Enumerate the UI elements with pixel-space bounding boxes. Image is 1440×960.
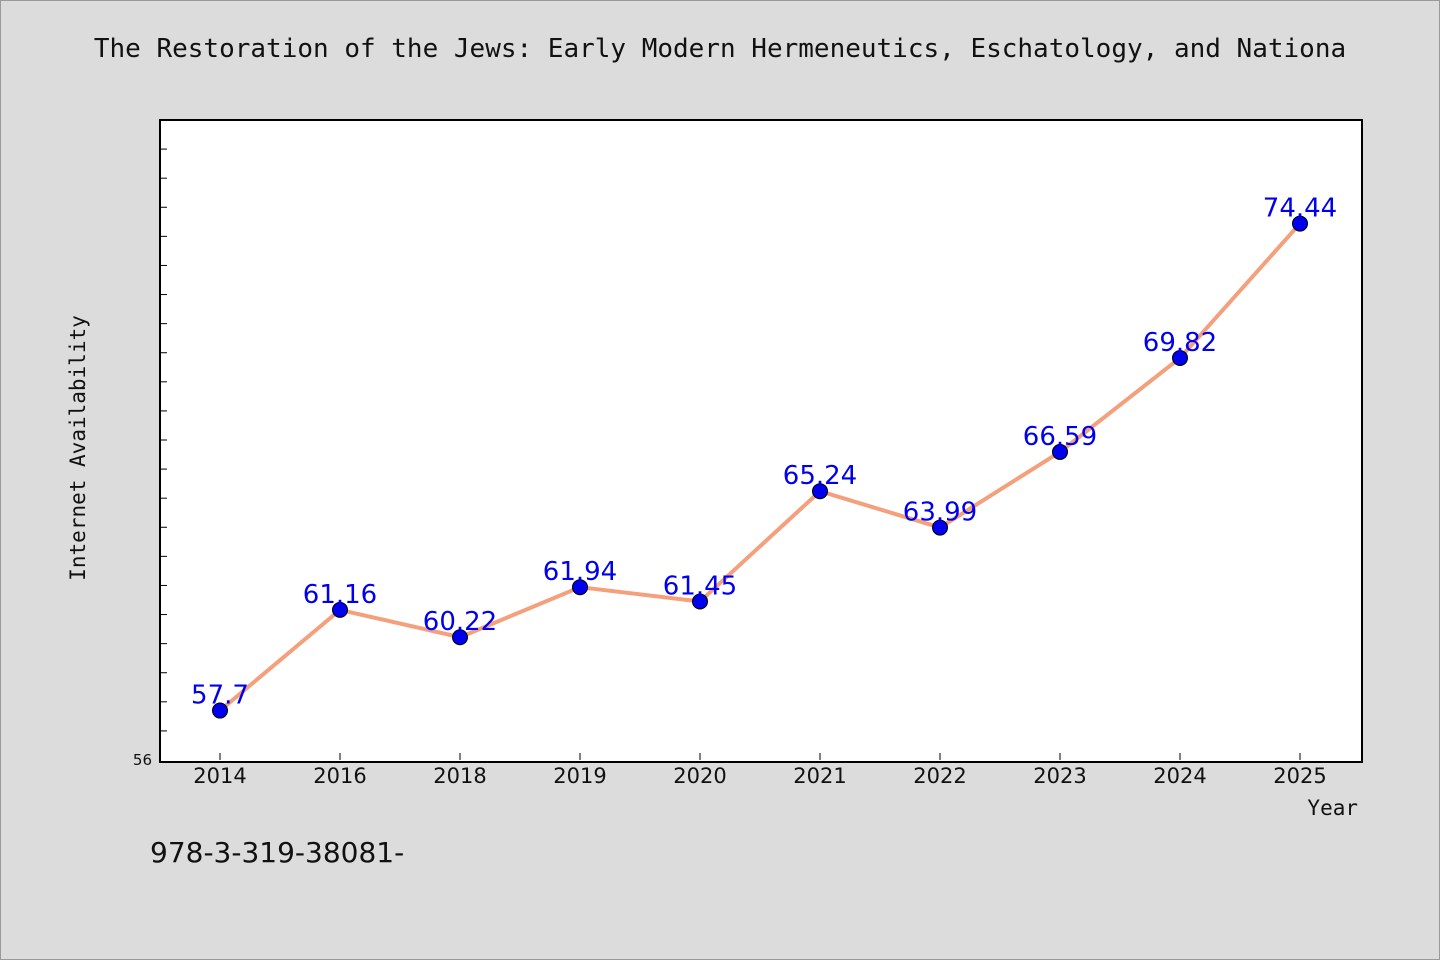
data-point xyxy=(572,579,588,596)
data-label: 61.45 xyxy=(663,571,737,601)
data-label: 61.16 xyxy=(303,580,377,610)
data-label: 65.24 xyxy=(783,461,857,491)
plot-area xyxy=(159,119,1363,763)
data-point xyxy=(212,702,228,719)
chart-title: The Restoration of the Jews: Early Moder… xyxy=(93,34,1347,64)
series-line xyxy=(218,221,1302,713)
data-label: 60.22 xyxy=(423,607,497,637)
data-point xyxy=(932,519,948,536)
x-tick-label: 2025 xyxy=(1273,764,1326,788)
data-label: 74.44 xyxy=(1263,194,1337,224)
data-label: 57.7 xyxy=(191,681,249,711)
data-point xyxy=(452,629,468,646)
data-point xyxy=(812,483,828,500)
x-tick-label: 2021 xyxy=(793,764,846,788)
data-point xyxy=(1172,349,1188,366)
x-tick-label: 2020 xyxy=(673,764,726,788)
y-tick-label: 56 xyxy=(133,751,152,769)
data-point xyxy=(332,601,348,618)
footer-text: 978-3-319-38081- xyxy=(150,836,405,869)
x-tick-label: 2019 xyxy=(553,764,606,788)
x-tick-label: 2014 xyxy=(193,764,246,788)
data-point xyxy=(1052,443,1068,460)
data-label: 63.99 xyxy=(903,498,977,528)
x-tick-label: 2016 xyxy=(313,764,366,788)
data-label: 61.94 xyxy=(543,557,617,587)
x-tick-label: 2024 xyxy=(1153,764,1206,788)
data-point xyxy=(692,593,708,610)
x-tick-label: 2023 xyxy=(1033,764,1086,788)
x-tick-label: 2018 xyxy=(433,764,486,788)
data-label: 69.82 xyxy=(1143,328,1217,358)
data-label: 66.59 xyxy=(1023,422,1097,452)
x-tick-label: 2022 xyxy=(913,764,966,788)
data-point xyxy=(1292,215,1308,232)
x-axis-label: Year xyxy=(1307,796,1358,820)
